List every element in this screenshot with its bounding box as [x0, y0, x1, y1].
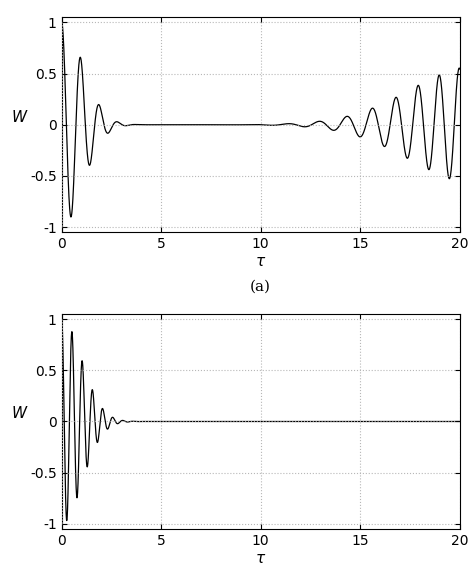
Y-axis label: W: W — [11, 407, 27, 421]
X-axis label: τ: τ — [256, 551, 265, 566]
Y-axis label: W: W — [11, 110, 27, 125]
X-axis label: τ: τ — [256, 254, 265, 269]
Text: (a): (a) — [250, 279, 271, 294]
